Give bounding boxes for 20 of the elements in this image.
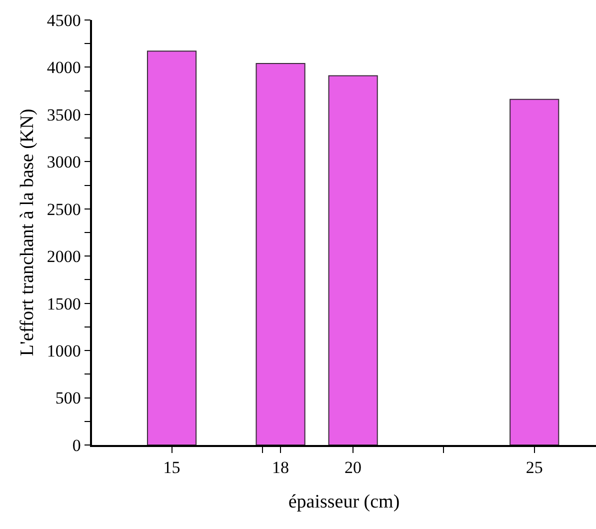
bar bbox=[146, 50, 197, 445]
x-tick-label: 25 bbox=[526, 458, 543, 478]
x-axis-title: épaisseur (cm) bbox=[288, 491, 400, 512]
bar bbox=[328, 75, 378, 445]
y-tick-label: 4000 bbox=[46, 58, 81, 78]
y-tick-label: 0 bbox=[72, 436, 81, 455]
x-tick-label: 18 bbox=[272, 458, 290, 478]
y-tick-label: 500 bbox=[55, 388, 81, 408]
y-tick-label: 1500 bbox=[46, 294, 81, 314]
y-tick-label: 3000 bbox=[46, 152, 81, 172]
y-tick-label: 4500 bbox=[46, 10, 81, 30]
y-axis-title: L'effort tranchant à la base (KN) bbox=[17, 108, 38, 356]
y-tick-label: 3500 bbox=[46, 105, 81, 124]
x-tick-label: 15 bbox=[163, 458, 180, 478]
y-tick-label: 2000 bbox=[46, 247, 81, 266]
x-tick-label: 20 bbox=[344, 458, 362, 478]
bar bbox=[256, 62, 306, 445]
y-tick-label: 2500 bbox=[46, 200, 81, 219]
bar bbox=[510, 98, 560, 445]
y-tick-label: 1000 bbox=[46, 342, 81, 361]
